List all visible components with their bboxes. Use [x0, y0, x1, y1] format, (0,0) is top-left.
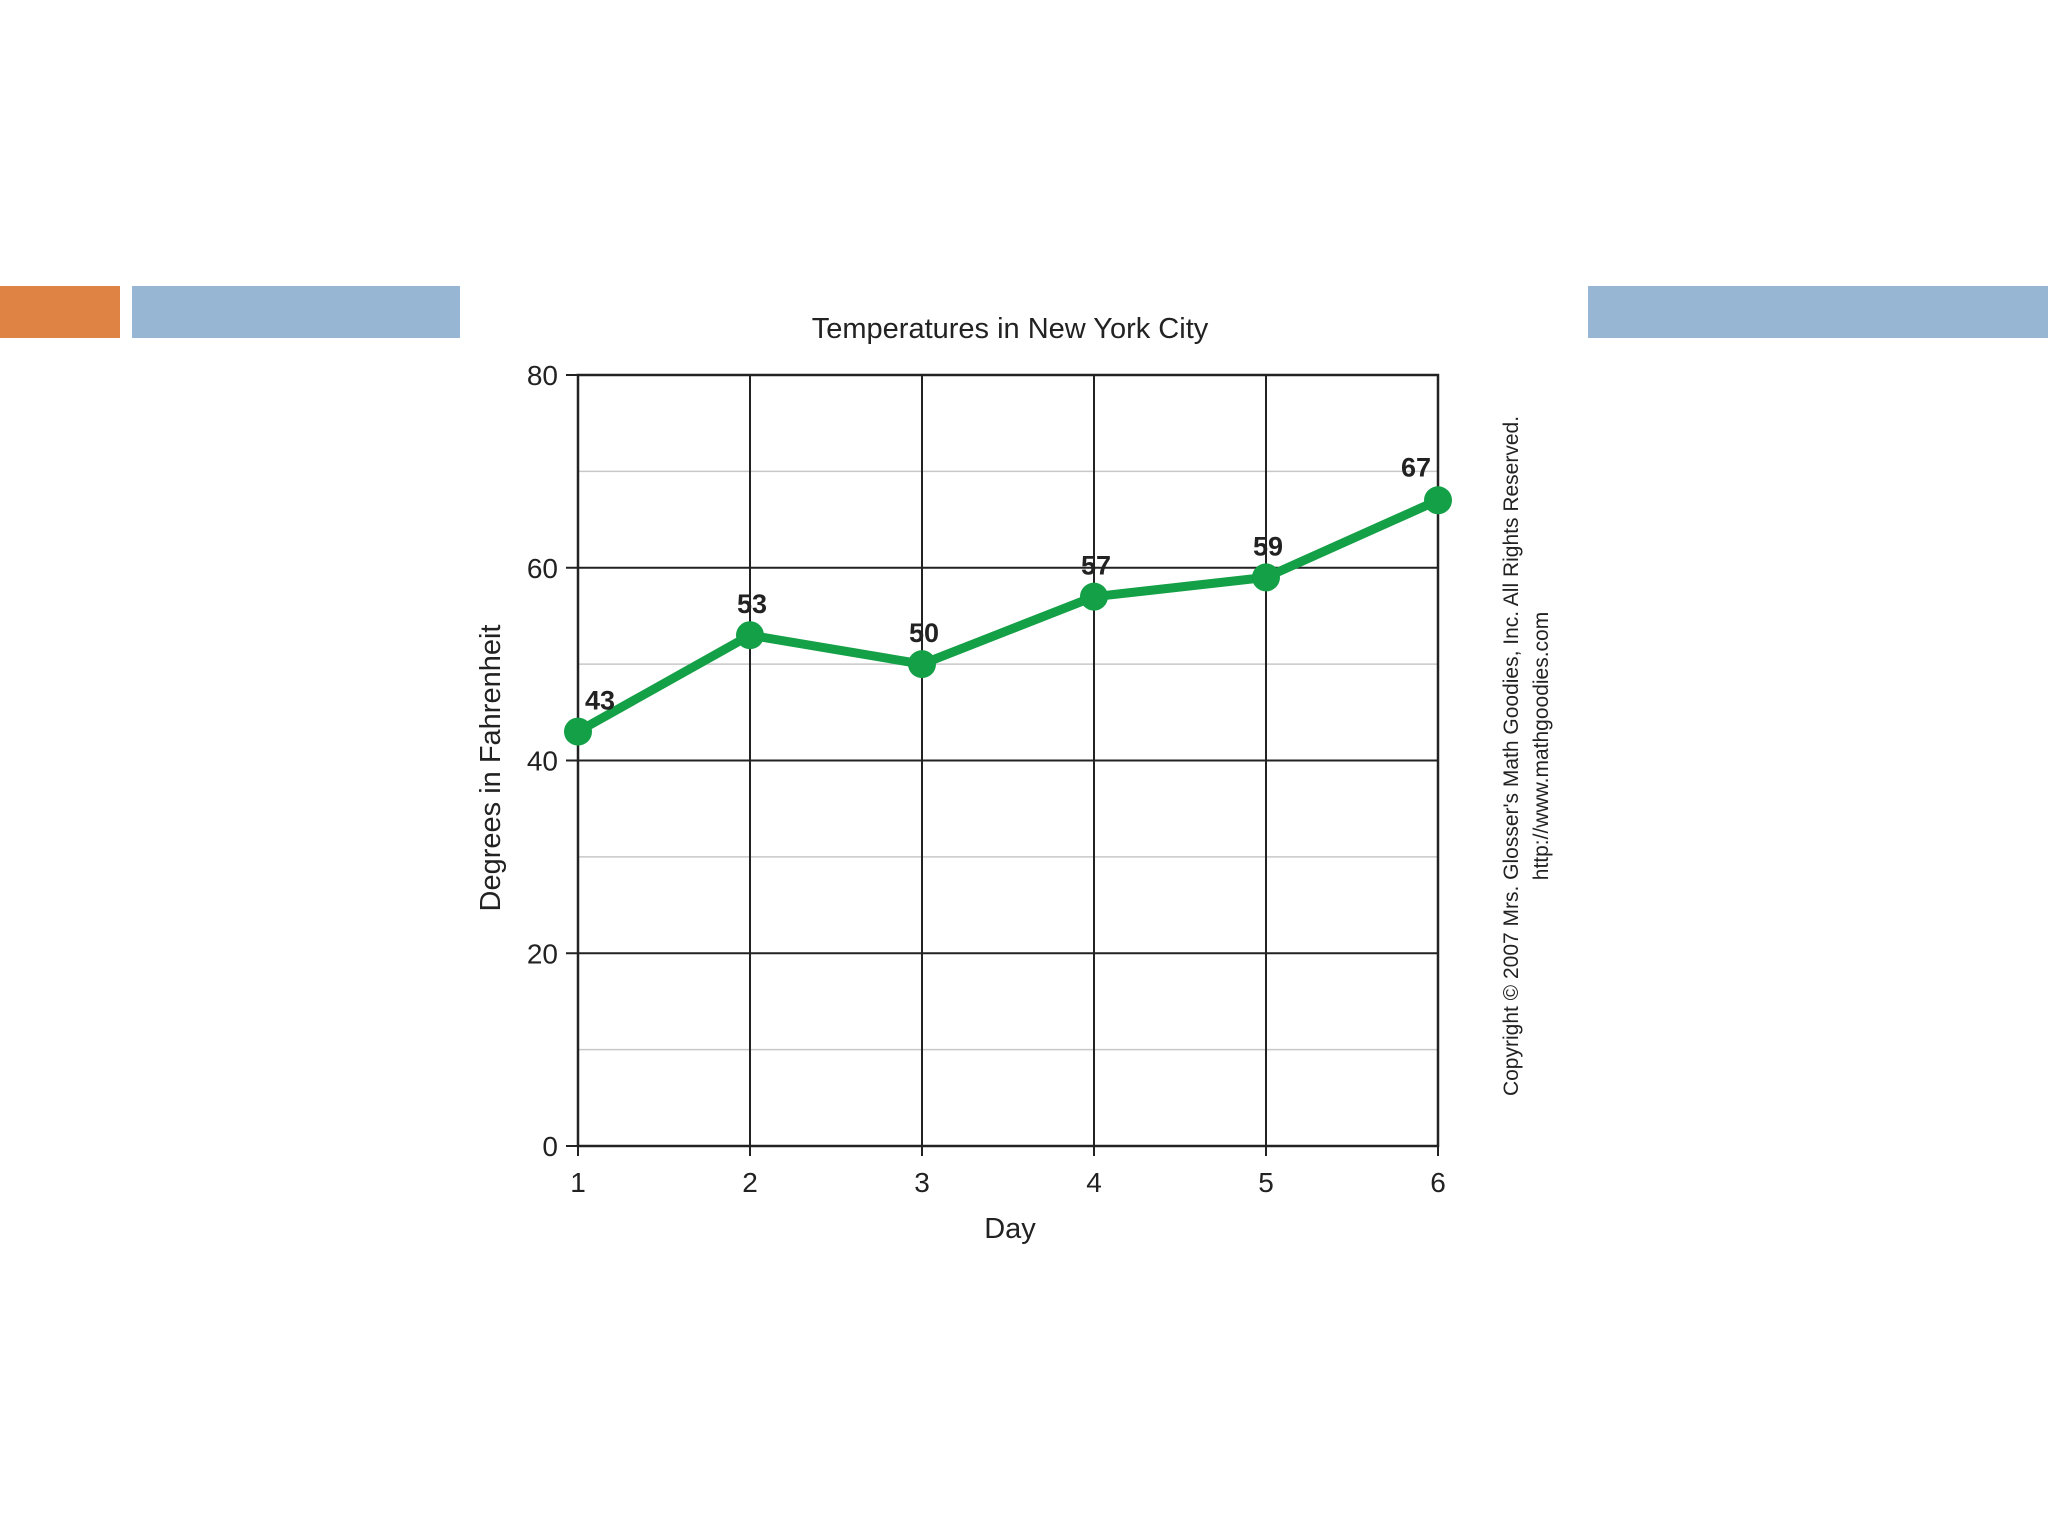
y-tick-label: 60	[527, 553, 558, 584]
data-label: 50	[909, 618, 939, 648]
x-tick-label: 6	[1430, 1167, 1446, 1198]
y-axis-tick-labels: 0 20 40 60 80	[527, 360, 558, 1162]
data-point	[908, 650, 936, 679]
y-tick-label: 80	[527, 360, 558, 391]
data-point	[564, 717, 592, 746]
x-axis-tick-labels: 1 2 3 4 5 6	[570, 1167, 1446, 1198]
data-point	[736, 621, 764, 650]
title-accent-bar-blue-right	[1588, 286, 2048, 338]
data-label: 67	[1401, 452, 1431, 482]
major-gridlines	[566, 374, 1439, 1156]
y-tick-label: 40	[527, 746, 558, 777]
chart-title: Temperatures in New York City	[812, 313, 1209, 345]
x-tick-label: 1	[570, 1167, 586, 1198]
title-accent-bar-blue-left	[132, 286, 460, 338]
minor-gridlines	[578, 470, 1438, 1051]
data-point	[1080, 582, 1108, 611]
x-tick-label: 3	[914, 1167, 930, 1198]
title-accent-bar-orange	[0, 286, 120, 338]
y-tick-label: 0	[542, 1131, 558, 1162]
data-label: 57	[1081, 551, 1111, 581]
x-tick-label: 5	[1258, 1167, 1274, 1198]
data-point	[1424, 486, 1452, 515]
copyright-notice: Copyright © 2007 Mrs. Glosser's Math Goo…	[1500, 416, 1523, 1096]
x-axis-label: Day	[984, 1213, 1036, 1245]
data-label: 59	[1253, 531, 1283, 561]
x-tick-label: 2	[742, 1167, 758, 1198]
data-label: 53	[737, 589, 767, 619]
series-temperature	[564, 486, 1452, 746]
copyright-url: http://www.mathgoodies.com	[1530, 612, 1553, 880]
y-axis-label: Degrees in Fahrenheit	[475, 625, 507, 912]
data-label: 43	[585, 686, 615, 716]
x-tick-label: 4	[1086, 1167, 1102, 1198]
plot-frame	[576, 373, 1440, 1148]
y-tick-label: 20	[527, 938, 558, 969]
data-labels: 43 53 50 57 59 67	[585, 452, 1431, 715]
series-line	[573, 495, 1443, 737]
data-point	[1252, 563, 1280, 592]
plot-border	[576, 373, 1440, 1148]
